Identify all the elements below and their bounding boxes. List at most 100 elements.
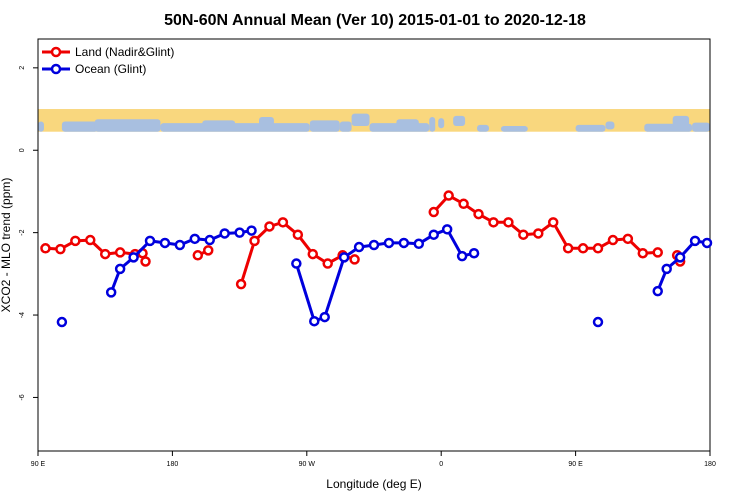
- legend-label-land: Land (Nadir&Glint): [75, 45, 174, 59]
- data-point-ocean: [353, 241, 365, 253]
- y-tick-label: -4: [19, 312, 26, 318]
- map-ocean-patch: [309, 120, 340, 132]
- data-point-land: [277, 217, 289, 228]
- data-point-ocean: [652, 285, 663, 297]
- data-point-ocean: [291, 258, 302, 269]
- data-point-ocean: [204, 234, 215, 246]
- data-point-land: [577, 243, 589, 254]
- x-tick-label: 90 E: [31, 461, 46, 468]
- series-land: [40, 190, 686, 290]
- y-tick-label: 0: [19, 148, 26, 152]
- data-point-land: [622, 233, 634, 245]
- map-land: [38, 113, 710, 132]
- world-map-band: [38, 109, 710, 132]
- map-ocean-patch: [575, 124, 606, 132]
- data-point-land: [458, 198, 469, 210]
- data-point-land: [322, 258, 333, 269]
- data-point-land: [307, 248, 319, 260]
- legend-marker-ocean: [50, 63, 62, 75]
- legend: Land (Nadir&Glint) Ocean (Glint): [42, 45, 174, 76]
- series-line-land: [432, 194, 660, 255]
- data-point-land: [562, 243, 574, 254]
- data-point-ocean: [219, 228, 230, 239]
- data-point-land: [292, 229, 304, 240]
- series-ocean: [56, 224, 713, 328]
- data-point-ocean: [159, 237, 171, 249]
- data-point-ocean: [234, 227, 245, 238]
- map-ocean-patch: [477, 124, 489, 132]
- data-point-land: [55, 243, 66, 255]
- map-ocean-patch: [160, 123, 310, 132]
- data-point-ocean: [441, 224, 453, 235]
- map-ocean-patch: [500, 126, 528, 132]
- map-ocean-patch: [259, 116, 274, 127]
- data-point-ocean: [246, 225, 257, 236]
- data-point-land: [70, 235, 81, 247]
- map-ocean-patch: [453, 115, 466, 127]
- y-tick-label: -2: [19, 229, 26, 235]
- x-tick-label: 180: [167, 461, 179, 468]
- map-ocean-patch: [339, 121, 352, 132]
- data-point-land: [533, 228, 544, 239]
- map-ocean-patch: [692, 122, 710, 132]
- legend-label-ocean: Ocean (Glint): [75, 62, 146, 76]
- data-point-land: [349, 254, 360, 265]
- data-point-land: [473, 208, 484, 220]
- data-point-ocean: [368, 239, 380, 251]
- data-point-ocean: [105, 287, 117, 298]
- data-point-ocean: [383, 237, 395, 249]
- data-point-land: [428, 206, 439, 218]
- data-point-land: [637, 247, 649, 259]
- y-tick-label: 2: [19, 66, 26, 70]
- data-point-ocean: [674, 252, 686, 263]
- data-point-land: [99, 248, 111, 260]
- data-point-ocean: [56, 316, 68, 328]
- data-point-ocean: [456, 250, 468, 262]
- data-point-land: [202, 245, 214, 256]
- y-axis-label: XCO2 - MLO trend (ppm): [0, 178, 13, 313]
- legend-marker-land: [50, 46, 62, 58]
- data-point-land: [547, 217, 559, 228]
- legend-entry-land: Land (Nadir&Glint): [42, 45, 174, 59]
- data-point-ocean: [144, 235, 156, 247]
- x-tick-label: 90 W: [299, 461, 316, 468]
- chart-title: 50N-60N Annual Mean (Ver 10) 2015-01-01 …: [164, 12, 586, 29]
- data-point-ocean: [128, 252, 139, 263]
- data-point-land: [503, 217, 514, 228]
- data-point-land: [488, 217, 499, 228]
- data-point-ocean: [592, 316, 604, 328]
- map-ocean-patch: [672, 115, 690, 127]
- data-point-land: [249, 235, 260, 247]
- data-point-land: [592, 243, 604, 254]
- data-point-ocean: [428, 229, 439, 240]
- data-point-land: [85, 234, 96, 246]
- map-ocean-patch: [351, 113, 370, 127]
- data-point-land: [140, 256, 151, 267]
- data-point-land: [235, 278, 247, 290]
- map-ocean-patch: [396, 119, 419, 128]
- data-point-land: [443, 190, 454, 201]
- data-point-ocean: [413, 238, 425, 250]
- data-point-land: [40, 243, 51, 254]
- data-point-ocean: [661, 263, 672, 275]
- data-point-ocean: [689, 235, 701, 247]
- map-ocean-patch: [429, 116, 436, 132]
- data-point-ocean: [174, 239, 186, 251]
- y-tick-label: -6: [19, 394, 26, 400]
- x-tick-label: 90 E: [568, 461, 583, 468]
- data-point-ocean: [701, 237, 713, 249]
- x-axis-label: Longitude (deg E): [326, 477, 421, 491]
- x-tick-label: 0: [439, 461, 443, 468]
- legend-entry-ocean: Ocean (Glint): [42, 62, 146, 76]
- data-point-ocean: [189, 233, 201, 245]
- y-axis: 2 0 -2 -4 -6: [19, 66, 38, 401]
- data-point-land: [518, 229, 529, 240]
- map-ocean-patch: [438, 118, 445, 129]
- x-tick-label: 180: [704, 461, 716, 468]
- map-ocean-patch: [605, 121, 615, 130]
- map-ocean-patch: [61, 121, 98, 132]
- data-point-ocean: [338, 252, 350, 263]
- data-point-land: [114, 247, 126, 258]
- data-point-ocean: [309, 315, 320, 327]
